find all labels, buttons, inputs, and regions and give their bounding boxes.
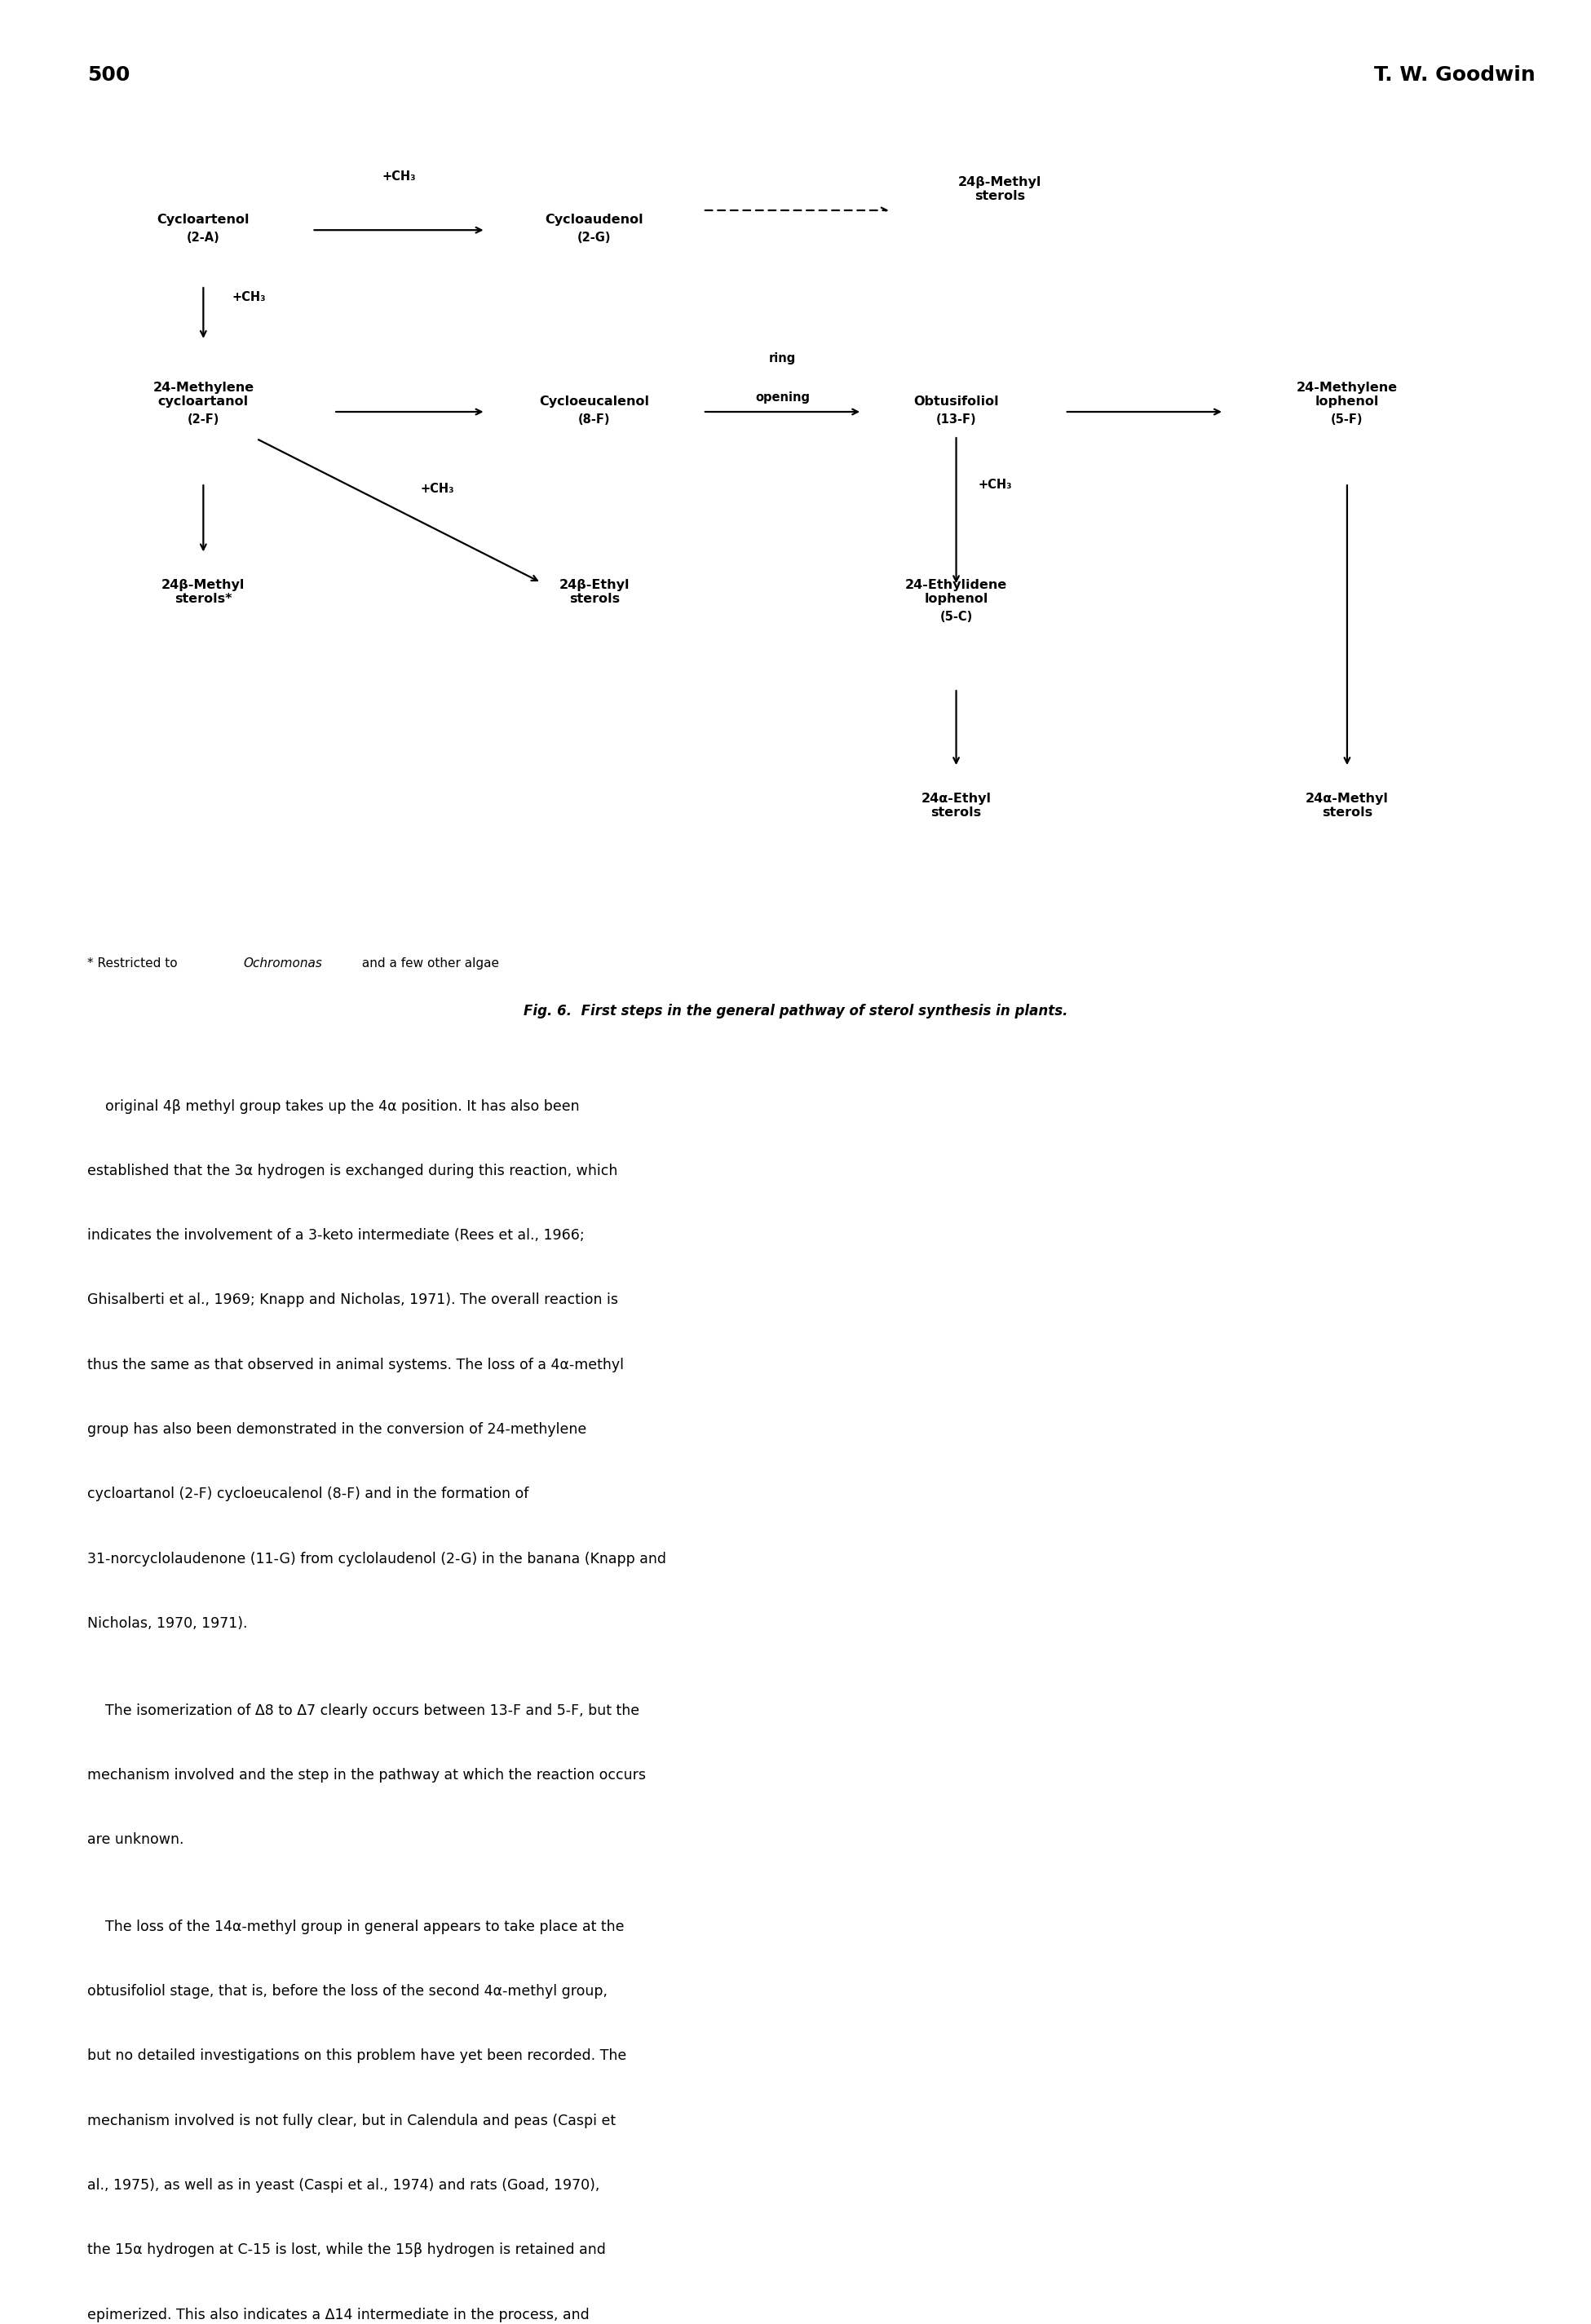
- Text: 24β-Ethyl
sterols: 24β-Ethyl sterols: [558, 579, 630, 607]
- Text: (5-C): (5-C): [940, 611, 972, 623]
- Text: the 15α hydrogen at C-15 is lost, while the 15β hydrogen is retained and: the 15α hydrogen at C-15 is lost, while …: [88, 2243, 606, 2257]
- Text: (5-F): (5-F): [1332, 414, 1363, 425]
- Text: Nicholas, 1970, 1971).: Nicholas, 1970, 1971).: [88, 1615, 248, 1631]
- Text: 24α-Ethyl
sterols: 24α-Ethyl sterols: [921, 792, 991, 818]
- Text: mechanism involved is not fully clear, but in Calendula and peas (Caspi et: mechanism involved is not fully clear, b…: [88, 2113, 616, 2129]
- Text: 24-Methylene
cycloartanol: 24-Methylene cycloartanol: [153, 381, 255, 409]
- Text: (13-F): (13-F): [936, 414, 977, 425]
- Text: Cycloaudenol: Cycloaudenol: [546, 214, 643, 225]
- Text: +CH₃: +CH₃: [382, 170, 415, 184]
- Text: 31-norcyclolaudenone (11-G) from cyclolaudenol (2-G) in the banana (Knapp and: 31-norcyclolaudenone (11-G) from cyclola…: [88, 1552, 667, 1566]
- Text: established that the 3α hydrogen is exchanged during this reaction, which: established that the 3α hydrogen is exch…: [88, 1164, 617, 1178]
- Text: The isomerization of Δ8 to Δ7 clearly occurs between 13-F and 5-F, but the: The isomerization of Δ8 to Δ7 clearly oc…: [88, 1703, 640, 1717]
- Text: 24-Methylene
lophenol: 24-Methylene lophenol: [1297, 381, 1398, 409]
- Text: (2-F): (2-F): [188, 414, 220, 425]
- Text: cycloartanol (2-F) cycloeucalenol (8-F) and in the formation of: cycloartanol (2-F) cycloeucalenol (8-F) …: [88, 1487, 528, 1501]
- Text: indicates the involvement of a 3-keto intermediate (Rees et al., 1966;: indicates the involvement of a 3-keto in…: [88, 1227, 584, 1243]
- Text: al., 1975), as well as in yeast (Caspi et al., 1974) and rats (Goad, 1970),: al., 1975), as well as in yeast (Caspi e…: [88, 2178, 600, 2194]
- Text: mechanism involved and the step in the pathway at which the reaction occurs: mechanism involved and the step in the p…: [88, 1769, 646, 1783]
- Text: are unknown.: are unknown.: [88, 1831, 185, 1848]
- Text: (2-G): (2-G): [578, 232, 611, 244]
- Text: T. W. Goodwin: T. W. Goodwin: [1375, 65, 1535, 84]
- Text: Cycloartenol: Cycloartenol: [158, 214, 250, 225]
- Text: and a few other algae: and a few other algae: [358, 957, 500, 969]
- Text: 24β-Methyl
sterols*: 24β-Methyl sterols*: [162, 579, 245, 607]
- Text: original 4β methyl group takes up the 4α position. It has also been: original 4β methyl group takes up the 4α…: [88, 1099, 579, 1113]
- Text: (8-F): (8-F): [578, 414, 611, 425]
- Text: +CH₃: +CH₃: [978, 479, 1012, 490]
- Text: * Restricted to: * Restricted to: [88, 957, 181, 969]
- Text: Cycloeucalenol: Cycloeucalenol: [539, 395, 649, 409]
- Text: 500: 500: [88, 65, 130, 84]
- Text: Ghisalberti et al., 1969; Knapp and Nicholas, 1971). The overall reaction is: Ghisalberti et al., 1969; Knapp and Nich…: [88, 1292, 619, 1308]
- Text: +CH₃: +CH₃: [232, 290, 266, 304]
- Text: Ochromonas: Ochromonas: [243, 957, 323, 969]
- Text: obtusifoliol stage, that is, before the loss of the second 4α-methyl group,: obtusifoliol stage, that is, before the …: [88, 1985, 608, 1999]
- Text: but no detailed investigations on this problem have yet been recorded. The: but no detailed investigations on this p…: [88, 2050, 627, 2064]
- Text: group has also been demonstrated in the conversion of 24-methylene: group has also been demonstrated in the …: [88, 1422, 587, 1436]
- Text: 24β-Methyl
sterols: 24β-Methyl sterols: [958, 177, 1042, 202]
- Text: The loss of the 14α-methyl group in general appears to take place at the: The loss of the 14α-methyl group in gene…: [88, 1920, 625, 1934]
- Text: 24α-Methyl
sterols: 24α-Methyl sterols: [1306, 792, 1389, 818]
- Text: 24-Ethylidene
lophenol: 24-Ethylidene lophenol: [905, 579, 1007, 607]
- Text: (2-A): (2-A): [186, 232, 220, 244]
- Text: ring: ring: [768, 353, 796, 365]
- Text: epimerized. This also indicates a Δ14 intermediate in the process, and: epimerized. This also indicates a Δ14 in…: [88, 2308, 590, 2322]
- Text: +CH₃: +CH₃: [420, 483, 455, 495]
- Text: opening: opening: [756, 393, 810, 404]
- Text: thus the same as that observed in animal systems. The loss of a 4α-methyl: thus the same as that observed in animal…: [88, 1357, 624, 1371]
- Text: Fig. 6.  First steps in the general pathway of sterol synthesis in plants.: Fig. 6. First steps in the general pathw…: [523, 1004, 1068, 1018]
- Text: Obtusifoliol: Obtusifoliol: [913, 395, 999, 409]
